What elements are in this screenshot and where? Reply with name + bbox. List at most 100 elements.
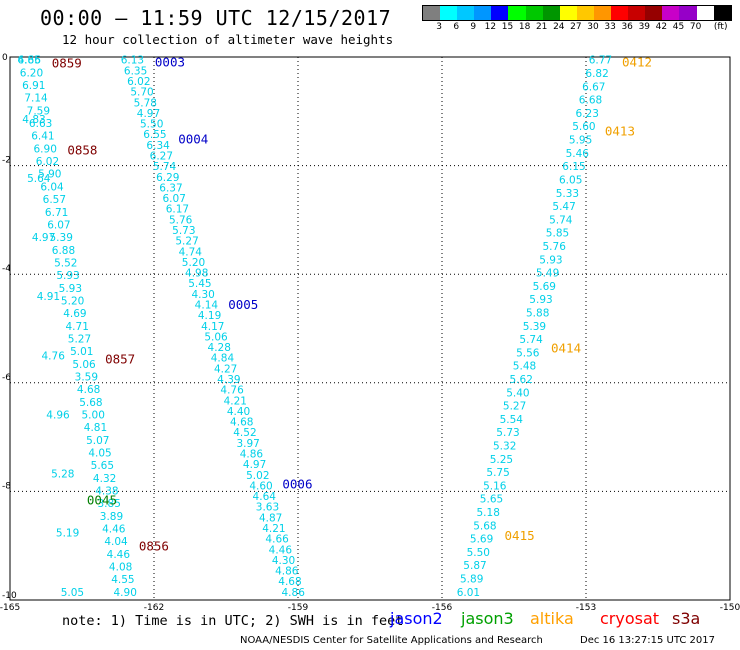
wave-height-value: 5.47 xyxy=(552,201,575,213)
wave-height-value: 4.68 xyxy=(278,576,301,588)
wave-height-value: 5.25 xyxy=(490,454,513,466)
wave-height-value: 5.76 xyxy=(169,214,193,226)
wave-height-value: 4.05 xyxy=(88,447,111,459)
color-scale-bar xyxy=(422,5,732,21)
wave-height-value: 5.75 xyxy=(486,467,509,479)
wave-height-value: 5.39 xyxy=(50,232,73,244)
wave-height-value: 6.88 xyxy=(52,245,75,257)
wave-height-value: 6.90 xyxy=(34,143,57,155)
wave-height-value: 5.52 xyxy=(54,257,77,269)
y-tick-label: -6 xyxy=(2,373,11,383)
y-tick-label: -4 xyxy=(2,264,11,274)
plot-frame xyxy=(9,56,731,601)
track-time-label: 0413 xyxy=(605,123,635,138)
wave-height-value: 4.84 xyxy=(211,353,235,365)
wave-height-value: 4.46 xyxy=(107,549,131,561)
wave-height-value: 4.27 xyxy=(214,363,237,375)
wave-height-value: 6.66 xyxy=(18,55,42,67)
wave-height-value: 6.82 xyxy=(585,68,608,80)
track-time-label: 0005 xyxy=(228,297,258,312)
wave-height-value: 4.32 xyxy=(93,473,116,485)
wave-height-value: 6.27 xyxy=(150,151,173,163)
color-swatch xyxy=(542,6,560,20)
color-swatch xyxy=(457,6,475,20)
color-scale-label: 36 xyxy=(621,22,633,32)
wave-height-value: 4.14 xyxy=(195,299,219,311)
wave-height-value: 5.06 xyxy=(204,331,228,343)
track-time-label: 0045 xyxy=(87,493,117,508)
wave-height-value: 4.08 xyxy=(109,562,132,574)
legend-item-s3a: s3a xyxy=(672,609,701,628)
wave-height-value: 4.97 xyxy=(32,232,55,244)
color-scale-label: 39 xyxy=(638,22,651,32)
wave-height-value: 5.62 xyxy=(510,374,533,386)
wave-height-value: 7.14 xyxy=(24,93,48,105)
wave-height-value: 6.15 xyxy=(562,161,585,173)
color-swatch xyxy=(525,6,543,20)
chart-subtitle: 12 hour collection of altimeter wave hei… xyxy=(62,32,394,47)
wave-height-value: 4.21 xyxy=(224,395,247,407)
wave-height-value: 5.73 xyxy=(172,225,195,237)
wave-height-value: 5.87 xyxy=(463,560,486,572)
wave-height-value: 5.60 xyxy=(572,121,595,133)
color-scale-label: 15 xyxy=(501,22,514,32)
color-swatch xyxy=(696,6,714,20)
color-scale-label: 3 xyxy=(436,22,442,32)
wave-height-value: 4.74 xyxy=(179,246,203,258)
wave-height-value: 4.91 xyxy=(37,291,60,303)
color-scale-label: 24 xyxy=(553,22,565,32)
track-time-label: 0414 xyxy=(551,341,581,356)
wave-height-value: 5.20 xyxy=(61,295,84,307)
wave-height-value: 5.27 xyxy=(503,401,526,413)
wave-height-value: 5.69 xyxy=(533,281,556,293)
wave-height-value: 5.49 xyxy=(536,268,559,280)
track-time-label: 0415 xyxy=(505,528,535,543)
wave-height-value: 4.30 xyxy=(272,555,295,567)
wave-height-value: 4.17 xyxy=(201,321,224,333)
color-swatch xyxy=(508,6,526,20)
color-swatch xyxy=(491,6,509,20)
wave-height-value: 6.07 xyxy=(47,219,70,231)
wave-height-value: 5.07 xyxy=(86,435,109,447)
wave-height-plot: -165 -162 -159 -156 -153 -150 0 -2 -4 -6 -8 -10 6.66… xyxy=(0,53,740,610)
wave-height-value: 4.46 xyxy=(269,544,293,556)
wave-height-value: 4.28 xyxy=(208,342,231,354)
wave-height-value: 4.90 xyxy=(114,587,137,599)
wave-height-value: 5.18 xyxy=(477,507,500,519)
wave-height-value: 5.65 xyxy=(91,460,114,472)
wave-height-value: 5.40 xyxy=(506,387,529,399)
wave-height-value: 6.67 xyxy=(582,81,605,93)
wave-height-value: 5.74 xyxy=(549,214,573,226)
legend-item-altika: altika xyxy=(530,609,574,628)
wave-height-value: 4.40 xyxy=(227,406,250,418)
wave-height-value: 4.81 xyxy=(84,422,107,434)
color-swatch xyxy=(576,6,594,20)
color-scale-label: 12 xyxy=(484,22,497,32)
wave-height-value: 5.20 xyxy=(182,257,205,269)
wave-height-value: 4.96 xyxy=(46,409,70,421)
y-tick-label: -10 xyxy=(2,591,17,601)
chart-title: 00:00 – 11:59 UTC 12/15/2017 xyxy=(40,6,392,30)
wave-height-value: 5.70 xyxy=(130,87,153,99)
wave-height-value: 4.86 xyxy=(240,448,264,460)
wave-height-value: 5.93 xyxy=(529,294,552,306)
wave-height-value: 4.30 xyxy=(191,289,214,301)
x-tick-label: -153 xyxy=(576,603,596,610)
wave-height-value: 5.46 xyxy=(566,148,590,160)
wave-height-value: 4.97 xyxy=(243,459,266,471)
wave-height-value: 6.41 xyxy=(31,131,54,143)
generated-timestamp: Dec 16 13:27:15 UTC 2017 xyxy=(580,635,715,646)
wave-height-value: 4.21 xyxy=(262,523,285,535)
color-swatch xyxy=(628,6,646,20)
wave-height-value: 6.13 xyxy=(121,55,144,67)
track-time-label: 0412 xyxy=(622,54,652,69)
wave-height-value: 6.57 xyxy=(43,194,66,206)
wave-height-value: 5.02 xyxy=(246,470,269,482)
color-scale-labels: 3 6 9 12 15 18 21 24 27 30 33 36 39 42 45 70 (ft) xyxy=(422,22,740,34)
x-tick-label: -159 xyxy=(288,603,309,610)
wave-height-value: 5.01 xyxy=(70,346,93,358)
wave-height-value: 6.37 xyxy=(159,182,182,194)
wave-height-value: 5.76 xyxy=(543,241,567,253)
color-swatch xyxy=(593,6,612,20)
wave-height-value: 4.04 xyxy=(104,536,128,548)
